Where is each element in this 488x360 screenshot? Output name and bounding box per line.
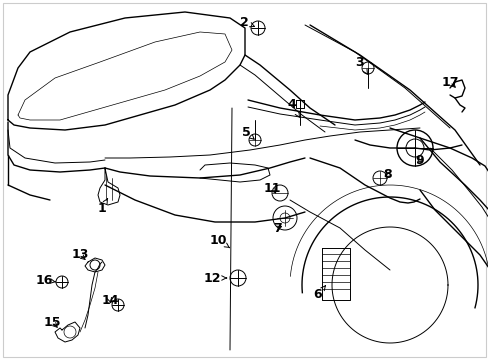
Text: 10: 10 — [209, 234, 229, 248]
Text: 12: 12 — [203, 271, 226, 284]
Text: 1: 1 — [98, 199, 107, 215]
Text: 4: 4 — [287, 99, 299, 117]
Text: 13: 13 — [71, 248, 88, 261]
Text: 16: 16 — [35, 274, 56, 287]
Text: 7: 7 — [273, 221, 282, 234]
Text: 5: 5 — [241, 126, 254, 139]
Text: 2: 2 — [239, 15, 254, 28]
Text: 6: 6 — [313, 286, 325, 302]
Text: 9: 9 — [415, 153, 424, 166]
Text: 11: 11 — [263, 181, 280, 194]
Text: 14: 14 — [101, 293, 119, 306]
Text: 17: 17 — [440, 76, 458, 89]
Text: 15: 15 — [43, 315, 61, 328]
Text: 3: 3 — [355, 55, 366, 74]
Text: 8: 8 — [383, 168, 391, 181]
